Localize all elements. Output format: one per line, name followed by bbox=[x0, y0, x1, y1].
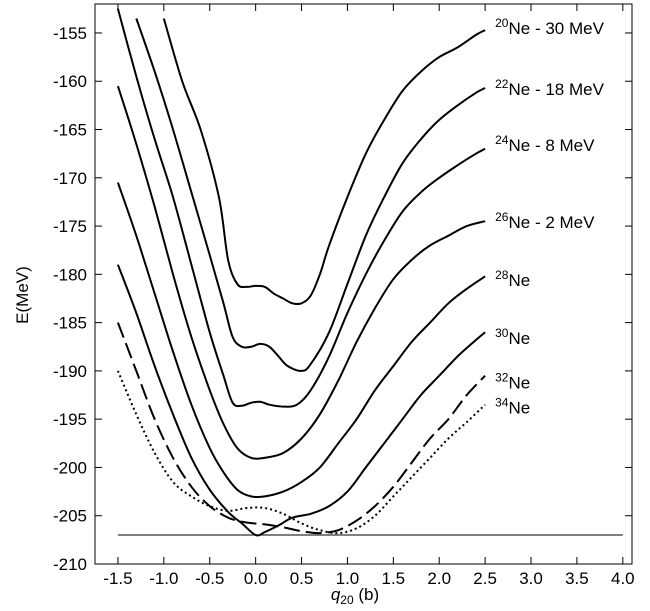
x-tick-label: -1.0 bbox=[149, 569, 178, 588]
series-line-24ne bbox=[116, 8, 486, 408]
series-label-34ne: 34Ne bbox=[495, 396, 530, 418]
y-tick-label: -160 bbox=[53, 72, 87, 91]
x-tick-label: -0.5 bbox=[195, 569, 224, 588]
series-label-22ne: 22Ne - 18 MeV bbox=[495, 77, 604, 99]
series-label-element: Ne bbox=[508, 399, 530, 418]
y-tick-label: -155 bbox=[53, 24, 87, 43]
x-tick-label: 3.5 bbox=[565, 569, 589, 588]
series-layer: 20Ne - 30 MeV 22Ne - 18 MeV 24Ne - 8 MeV 26… bbox=[116, 8, 623, 537]
x-tick-label: 4.0 bbox=[611, 569, 635, 588]
series-label-20ne: 20Ne - 30 MeV bbox=[495, 16, 604, 38]
y-tick-label: -195 bbox=[53, 410, 87, 429]
x-tick-label: 2.0 bbox=[427, 569, 451, 588]
series-line-20ne bbox=[162, 18, 486, 306]
series-line-26ne bbox=[116, 85, 486, 460]
series-line-28ne bbox=[116, 182, 486, 499]
series-label-mass: 20 bbox=[495, 16, 509, 30]
x-tick-label: 1.5 bbox=[382, 569, 406, 588]
y-axis-label: E(MeV) bbox=[13, 266, 32, 324]
series-label-mass: 32 bbox=[495, 370, 509, 384]
x-tick-label: 1.0 bbox=[336, 569, 360, 588]
series-label-mass: 24 bbox=[495, 133, 509, 147]
series-label-mass: 30 bbox=[495, 326, 509, 340]
series-label-element: Ne bbox=[508, 271, 530, 290]
series-label-mass: 26 bbox=[495, 210, 509, 224]
series-label-element: Ne - 2 MeV bbox=[508, 213, 595, 232]
y-tick-label: -175 bbox=[53, 217, 87, 236]
series-label-mass: 34 bbox=[495, 396, 509, 410]
plot-frame bbox=[94, 3, 633, 565]
y-tick-label: -165 bbox=[53, 121, 87, 140]
series-line-22ne bbox=[135, 18, 486, 372]
x-axis-label-base: q bbox=[331, 585, 341, 604]
y-tick-label: -185 bbox=[53, 314, 87, 333]
series-label-mass: 22 bbox=[495, 77, 509, 91]
x-tick-label: 0.0 bbox=[244, 569, 268, 588]
x-tick-label: 0.5 bbox=[290, 569, 314, 588]
x-axis-label-sub: 20 bbox=[340, 593, 354, 607]
series-label-32ne: 32Ne bbox=[495, 370, 530, 392]
series-label-element: Ne - 8 MeV bbox=[508, 136, 595, 155]
y-tick-label: -190 bbox=[53, 362, 87, 381]
axes-layer: -1.5 -1.0 -0.5 0.0 0.5 1.0 1.5 2.0 2.5 3.0 3.5 4.0 -… bbox=[53, 3, 635, 588]
series-label-element: Ne - 30 MeV bbox=[508, 19, 604, 38]
y-tick-label: -200 bbox=[53, 458, 87, 477]
x-axis-label: q20 (b) bbox=[331, 585, 379, 607]
series-label-element: Ne bbox=[508, 373, 530, 392]
x-tick-label: -1.5 bbox=[103, 569, 132, 588]
series-label-28ne: 28Ne bbox=[495, 268, 530, 290]
y-tick-label: -210 bbox=[53, 555, 87, 574]
y-tick-label: -205 bbox=[53, 507, 87, 526]
y-tick-label: -180 bbox=[53, 265, 87, 284]
series-label-element: Ne bbox=[508, 329, 530, 348]
series-label-30ne: 30Ne bbox=[495, 326, 530, 348]
series-label-mass: 28 bbox=[495, 268, 509, 282]
x-tick-label: 3.0 bbox=[519, 569, 543, 588]
series-line-30ne bbox=[116, 264, 486, 537]
series-label-element: Ne - 18 MeV bbox=[508, 80, 604, 99]
series-label-24ne: 24Ne - 8 MeV bbox=[495, 133, 595, 155]
x-axis-label-unit: (b) bbox=[354, 585, 380, 604]
series-line-32ne bbox=[116, 322, 486, 535]
x-tick-label: 2.5 bbox=[473, 569, 497, 588]
y-tick-label: -170 bbox=[53, 169, 87, 188]
series-label-26ne: 26Ne - 2 MeV bbox=[495, 210, 595, 232]
series-line-34ne bbox=[116, 370, 486, 535]
